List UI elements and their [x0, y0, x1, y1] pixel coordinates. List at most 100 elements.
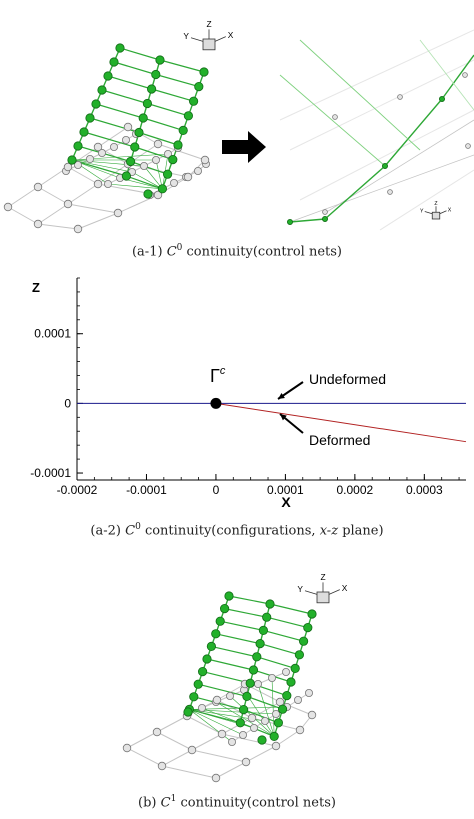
y-tick-label: 0	[64, 396, 71, 410]
green-control-node	[303, 622, 313, 633]
zoom-view: Z Y X	[279, 29, 474, 231]
deformed-arrow-icon-head	[280, 414, 287, 421]
z-axis-label: Z	[434, 201, 438, 207]
green-control-node	[282, 691, 292, 701]
green-control-node	[147, 84, 157, 94]
base-grid-line	[126, 747, 163, 767]
green-net-line	[224, 608, 267, 618]
green-control-node	[183, 707, 193, 717]
x-tick-label: -0.0002	[57, 483, 98, 497]
green-fan-line	[107, 183, 163, 190]
zoom-grey-node	[332, 114, 338, 120]
green-control-node	[183, 111, 193, 121]
green-net-line	[198, 683, 248, 697]
fold-node	[122, 135, 131, 144]
green-net-line	[220, 620, 264, 631]
zoom-green-node	[321, 215, 328, 222]
green-control-node	[286, 677, 296, 687]
green-control-node	[273, 718, 283, 728]
gamma-c-point	[210, 397, 222, 409]
base-grid-line	[97, 126, 129, 148]
fold-node	[86, 154, 95, 163]
base-grid-line	[191, 749, 247, 763]
fold-node	[293, 696, 302, 705]
green-net-line	[266, 616, 308, 629]
green-net-line	[151, 88, 194, 102]
green-fan-line	[257, 683, 275, 737]
green-control-node	[121, 171, 132, 181]
green-control-node	[126, 156, 136, 167]
fold-node	[163, 149, 172, 158]
green-net-line	[143, 117, 184, 131]
y-axis-label: Y	[297, 584, 303, 594]
base-node	[241, 757, 251, 767]
green-control-node	[262, 612, 272, 622]
x-axis-label: X	[448, 208, 452, 214]
base-node	[187, 745, 197, 755]
fold-node	[197, 703, 206, 712]
green-control-node	[97, 85, 107, 95]
axis-cube-icon	[202, 38, 216, 51]
base-node	[247, 713, 257, 723]
caption-a2: (a-2) C0 continuity(configurations, x-z …	[0, 522, 474, 538]
axis-triad-icon: Z Y X	[297, 572, 348, 604]
green-fan-line	[131, 171, 163, 190]
green-net-line	[130, 160, 168, 175]
zoom-green-line	[324, 165, 386, 220]
base-grid-line	[67, 183, 99, 205]
green-net-line	[95, 103, 144, 119]
deformation-chart: Z X Γc Undeformed Deformed -0.0002 -0.000…	[30, 277, 467, 510]
green-control-node	[235, 718, 245, 728]
fold-node	[98, 148, 107, 157]
base-node	[152, 727, 162, 737]
green-control-node	[265, 599, 275, 609]
green-control-node	[269, 731, 279, 741]
base-node	[93, 179, 103, 189]
z-axis-label: Z	[206, 19, 211, 29]
caption-a1-text: continuity(control nets)	[186, 244, 342, 260]
green-control-node	[115, 43, 125, 53]
zoom-grey-node	[322, 209, 328, 215]
zoom-grey-node	[397, 94, 403, 100]
base-grid-line	[215, 761, 247, 779]
green-control-node	[151, 69, 161, 80]
green-control-node	[134, 127, 144, 138]
green-net-line	[126, 175, 163, 190]
green-control-node	[130, 142, 140, 152]
base-grid-line	[67, 203, 119, 214]
green-control-node	[103, 71, 113, 81]
green-net-line	[101, 89, 148, 105]
green-net-line	[155, 73, 199, 88]
zoom-green-node	[381, 162, 388, 169]
fold-node	[139, 161, 148, 170]
zoom-grey-line	[379, 169, 474, 231]
green-control-node	[178, 125, 188, 135]
base-grid-line	[191, 733, 223, 751]
green-net-line	[107, 75, 152, 90]
x-tick-label: 0	[213, 483, 220, 497]
base-grid-line	[37, 203, 69, 225]
caption-a2-end: plane)	[342, 523, 384, 539]
green-control-node	[163, 169, 173, 179]
base-node	[33, 219, 43, 229]
green-control-node	[202, 654, 212, 664]
base-node	[183, 172, 193, 182]
green-control-node	[67, 155, 77, 165]
zoom-grey-line	[299, 109, 474, 201]
fold-node	[104, 179, 113, 188]
chart-xlabel: X	[281, 494, 291, 510]
caption-b-text: continuity(control nets)	[180, 795, 336, 811]
base-node	[153, 139, 163, 149]
fold-node	[225, 692, 234, 701]
panel-a1: Z Y X Z Y X	[0, 0, 474, 238]
zoom-green-line	[299, 39, 421, 151]
green-net-line	[263, 629, 304, 642]
green-control-node	[168, 155, 178, 165]
base-grid-line	[221, 733, 277, 747]
caption-a2-plane: x-z	[319, 523, 339, 539]
base-node	[63, 162, 73, 172]
fold-node	[151, 155, 160, 164]
base-grid-line	[156, 731, 193, 751]
base-node	[73, 224, 83, 234]
undeformed-arrow-icon-head	[278, 392, 285, 399]
